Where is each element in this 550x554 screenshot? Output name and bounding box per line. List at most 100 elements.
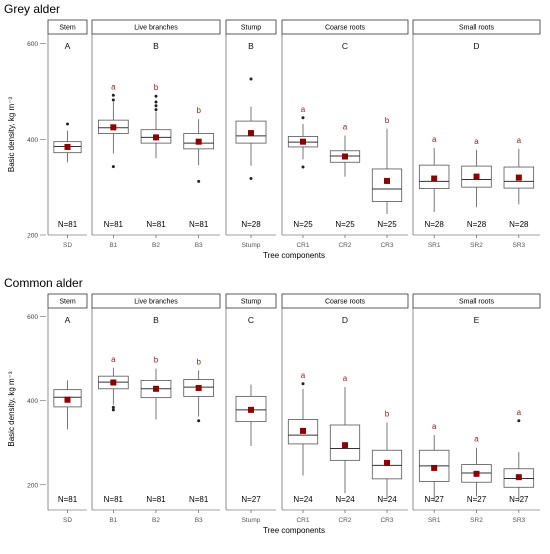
sample-size-label: N=28	[241, 220, 261, 229]
significance-letter: a	[432, 422, 437, 431]
group-letter: B	[153, 315, 159, 325]
facet-strip	[281, 19, 409, 35]
mean-marker	[384, 459, 390, 466]
outlier-point	[154, 104, 158, 108]
significance-letter: a	[301, 105, 306, 114]
y-tick-label: 400	[27, 398, 38, 405]
x-tick-label: SR1	[428, 242, 441, 249]
x-tick-label: B3	[195, 517, 203, 524]
mean-marker	[342, 153, 348, 160]
y-axis-label: Basic density, kg m⁻³	[7, 371, 16, 447]
sample-size-label: N=28	[424, 220, 444, 229]
sample-size-label: N=24	[293, 495, 313, 504]
outlier-point	[111, 98, 115, 102]
x-tick-label: SR2	[470, 517, 483, 524]
significance-letter: b	[385, 116, 390, 125]
group-letter: C	[342, 41, 348, 51]
outlier-point	[111, 93, 115, 97]
group-letter: B	[248, 41, 254, 51]
significance-letter: b	[385, 409, 390, 418]
x-axis-label: Tree components	[263, 526, 325, 535]
outlier-point	[154, 100, 158, 104]
group-letter: D	[342, 315, 348, 325]
x-tick-label: B1	[109, 517, 117, 524]
outlier-point	[301, 116, 305, 120]
x-tick-label: CR3	[380, 517, 393, 524]
sample-size-label: N=27	[241, 495, 261, 504]
mean-marker	[300, 427, 306, 434]
outlier-point	[249, 177, 253, 181]
sample-size-label: N=81	[189, 495, 209, 504]
panel-title: Grey alder	[4, 2, 60, 16]
facet-label: Stem	[59, 299, 76, 306]
x-tick-label: B2	[152, 517, 160, 524]
facet-label: Small roots	[459, 25, 495, 32]
mean-marker	[431, 175, 438, 182]
facet-label: Coarse roots	[325, 299, 366, 306]
x-tick-label: CR2	[338, 517, 351, 524]
y-axis-label: Basic density, kg m⁻³	[7, 97, 16, 173]
sample-size-label: N=81	[58, 495, 78, 504]
box	[371, 168, 403, 202]
mean-marker	[110, 124, 117, 131]
x-tick-label: SR1	[428, 517, 441, 524]
group-letter: C	[248, 315, 254, 325]
outlier-point	[111, 408, 115, 412]
significance-letter: b	[196, 357, 201, 366]
facet-strip	[225, 19, 277, 35]
mean-marker	[64, 143, 71, 150]
outlier-point	[197, 419, 201, 423]
significance-letter: b	[196, 106, 201, 115]
x-tick-label: SD	[63, 242, 72, 249]
mean-marker	[110, 379, 117, 386]
mean-marker	[473, 470, 480, 477]
mean-marker	[64, 396, 71, 403]
significance-letter: a	[111, 82, 116, 91]
outlier-point	[154, 108, 158, 112]
sample-size-label: N=24	[335, 495, 355, 504]
facet-strip	[91, 19, 221, 35]
mean-marker	[473, 173, 480, 180]
x-tick-label: SR2	[470, 242, 483, 249]
mean-marker	[248, 130, 254, 137]
mean-marker	[248, 406, 254, 413]
sample-size-label: N=28	[467, 220, 487, 229]
facet-label: Small roots	[459, 299, 495, 306]
x-tick-label: Stump	[242, 242, 261, 249]
sample-size-label: N=25	[335, 220, 355, 229]
x-tick-label: CR1	[296, 242, 309, 249]
x-tick-label: SR3	[513, 242, 526, 249]
outlier-point	[111, 405, 115, 409]
facet-strip	[225, 293, 277, 309]
significance-letter: a	[517, 136, 522, 145]
y-tick-label: 200	[27, 233, 38, 240]
mean-marker	[153, 134, 159, 141]
sample-size-label: N=25	[293, 220, 313, 229]
significance-letter: a	[111, 355, 116, 364]
facet-label: Stump	[241, 299, 261, 306]
outlier-point	[249, 77, 253, 81]
x-tick-label: SR3	[513, 517, 526, 524]
x-tick-label: B1	[109, 242, 117, 249]
significance-letter: a	[474, 435, 479, 444]
sample-size-label: N=28	[509, 220, 529, 229]
mean-marker	[384, 177, 390, 184]
facet-strip	[412, 293, 541, 309]
x-tick-label: B3	[195, 242, 203, 249]
x-tick-label: B2	[152, 242, 160, 249]
facet-strip	[47, 293, 88, 309]
mean-marker	[195, 384, 202, 391]
group-letter: A	[65, 315, 71, 325]
y-tick-label: 200	[27, 482, 38, 489]
mean-marker	[195, 138, 202, 145]
outlier-point	[154, 94, 158, 98]
outlier-point	[517, 419, 521, 423]
outlier-point	[301, 165, 305, 169]
significance-letter: a	[517, 408, 522, 417]
significance-letter: a	[301, 371, 306, 380]
group-letter: A	[65, 41, 71, 51]
facet-label: Stem	[59, 25, 76, 32]
mean-marker	[300, 138, 306, 145]
panel-title: Common alder	[4, 276, 83, 290]
x-tick-label: CR1	[296, 517, 309, 524]
